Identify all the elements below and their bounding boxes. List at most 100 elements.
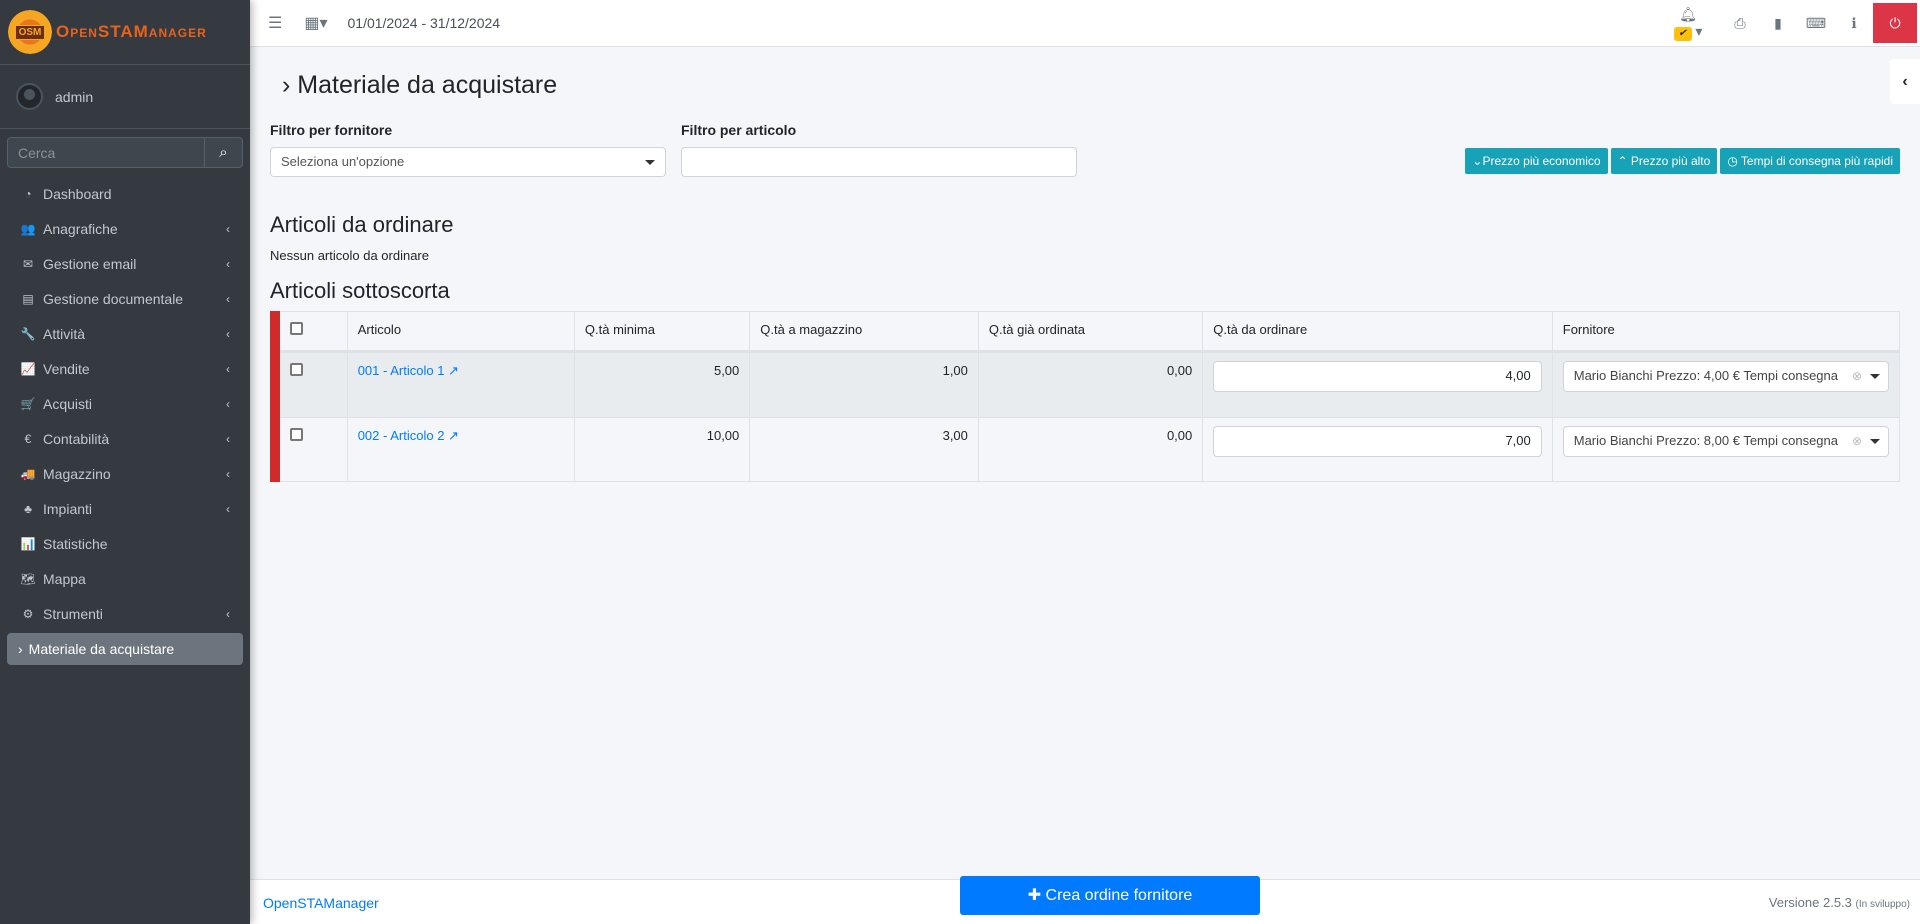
info-icon[interactable]: ℹ <box>1851 14 1857 31</box>
col-header: Q.tà minima <box>573 311 751 353</box>
print-icon[interactable]: ⎙ <box>1734 14 1746 31</box>
search-button[interactable]: ⌕ <box>204 138 242 167</box>
page-title: › Materiale da acquistare <box>282 71 558 99</box>
filter-supplier-select[interactable]: Seleziona un'opzione <box>270 147 666 177</box>
sidebar-item-dashboard[interactable]: ◔ Dashboard <box>0 176 250 211</box>
col-header: Q.tà già ordinata <box>977 311 1204 353</box>
keyboard-icon[interactable]: ⌨ <box>1805 14 1827 31</box>
filter-article-label: Filtro per articolo <box>681 122 797 138</box>
bell-icon[interactable]: 🔔︎ ✔ ▾ <box>1669 6 1707 41</box>
qty-to-order-input[interactable]: 4,00 <box>1213 361 1542 392</box>
bar-chart-icon: 📊 <box>20 536 36 551</box>
user-name: admin <box>55 88 94 105</box>
row-checkbox[interactable] <box>290 363 303 376</box>
sidebar-item-acquisti[interactable]: 🛒 Acquisti ‹ <box>20 395 230 412</box>
search-input[interactable] <box>8 138 204 167</box>
caret-down-icon <box>1870 439 1880 449</box>
clear-icon[interactable]: ⊗ <box>1851 369 1862 383</box>
check-badge-icon: ✔ <box>1673 26 1692 41</box>
under-stock-table: Articolo Q.tà minima Q.tà a magazzino Q.… <box>270 311 1901 482</box>
sidebar-item-gestione-documentale[interactable]: ▤ Gestione documentale ‹ <box>0 281 250 316</box>
puzzle-icon: ♣ <box>24 501 32 516</box>
file-icon: ▤ <box>22 291 34 306</box>
row-checkbox[interactable] <box>290 428 303 441</box>
sidebar-item-contabilit-[interactable]: € Contabilità ‹ <box>0 421 250 456</box>
sidebar-item-strumenti[interactable]: ⚙ Strumenti ‹ <box>0 596 250 631</box>
footer: OpenSTAManager ✚ Crea ordine fornitore V… <box>250 876 1920 924</box>
date-range[interactable]: 01/01/2024 - 31/12/2024 <box>347 15 501 31</box>
supplier-select[interactable]: Mario Bianchi Prezzo: 4,00 € Tempi conse… <box>1562 361 1889 392</box>
sidebar-search: ⌕ <box>7 137 243 168</box>
ordered-qty: 0,00 <box>977 351 1204 418</box>
no-items-text: Nessun articolo da ordinare <box>270 248 429 263</box>
min-qty: 5,00 <box>573 351 751 418</box>
chevron-left-icon: ‹ <box>226 326 230 341</box>
filter-article-input[interactable] <box>681 147 1077 177</box>
euro-icon: € <box>24 431 32 446</box>
truck-icon: 🚚 <box>20 466 36 481</box>
col-header: Articolo <box>346 311 575 353</box>
qty-to-order-input[interactable]: 7,00 <box>1213 426 1542 457</box>
section-to-order: Articoli da ordinare <box>270 212 454 237</box>
chevron-left-icon: ‹ <box>226 256 230 271</box>
footer-brand-link[interactable]: OpenSTAManager <box>263 895 379 911</box>
cheapest-price-button[interactable]: ⌄Prezzo più economico <box>1465 148 1608 174</box>
sidebar-menu: ◔ Dashboard 👥 Anagrafiche ‹ ✉ Gestione email ‹ ▤… <box>0 176 250 665</box>
article-link[interactable]: 001 - Articolo 1 ↗ <box>357 363 459 378</box>
chevron-left-icon: ‹ <box>226 431 230 446</box>
filter-supplier-label: Filtro per fornitore <box>270 122 393 138</box>
article-link[interactable]: 002 - Articolo 2 ↗ <box>357 428 459 443</box>
calendar-icon[interactable]: ▦▾ <box>304 15 328 32</box>
chevron-left-icon: ‹ <box>226 291 230 306</box>
sidebar-item-anagrafiche[interactable]: 👥 Anagrafiche ‹ <box>20 220 230 237</box>
search-icon: ⌕ <box>219 144 228 161</box>
create-supplier-order-button[interactable]: ✚ Crea ordine fornitore <box>960 876 1260 915</box>
highest-price-button[interactable]: ⌃ Prezzo più alto <box>1610 148 1718 174</box>
map-icon: 🗺 <box>20 571 36 586</box>
fastest-delivery-button[interactable]: ◷ Tempi di consegna più rapidi <box>1720 148 1900 174</box>
chevron-down-icon: ⌄ <box>1472 154 1483 168</box>
chevron-right-icon: › <box>18 641 23 657</box>
sidebar-item-impianti[interactable]: ♣ Impianti ‹ <box>0 491 250 526</box>
hamburger-icon[interactable]: ☰ <box>268 15 283 32</box>
brand-name: OpenSTAManager <box>56 22 207 41</box>
chevron-left-icon: ‹ <box>226 606 230 621</box>
chevron-left-icon: ‹ <box>226 361 230 376</box>
external-link-icon: ↗ <box>448 363 459 378</box>
external-link-icon: ↗ <box>448 428 459 443</box>
brand-logo[interactable]: OSM OpenSTAManager <box>0 0 250 65</box>
sidebar-item-magazzino[interactable]: 🚚 Magazzino ‹ <box>20 465 230 482</box>
main-content: › Materiale da acquistare Filtro per for… <box>250 47 1920 879</box>
dashboard-icon: ◔ <box>24 186 32 201</box>
sidebar-item-statistiche[interactable]: 📊 Statistiche <box>20 535 108 552</box>
power-icon[interactable]: ⏻ <box>1873 3 1917 43</box>
sidebar-item-mappa[interactable]: 🗺 Mappa <box>20 570 86 587</box>
plus-icon: ✚ <box>1027 887 1046 904</box>
cart-icon: 🛒 <box>20 396 36 411</box>
wrench-icon: 🔧 <box>20 326 36 341</box>
chevron-left-icon: ‹ <box>226 221 230 236</box>
clock-icon: ◷ <box>1727 154 1741 168</box>
supplier-select[interactable]: Mario Bianchi Prezzo: 8,00 € Tempi conse… <box>1562 426 1889 457</box>
ordered-qty: 0,00 <box>977 417 1204 482</box>
control-sidebar-toggle[interactable]: ‹ <box>1890 59 1920 104</box>
book-icon[interactable]: ▮ <box>1774 14 1782 31</box>
version-text: Versione 2.5.3 (In sviluppo) <box>1768 895 1910 910</box>
chevron-left-icon: ‹ <box>1902 73 1908 90</box>
chevron-left-icon: ‹ <box>226 466 230 481</box>
sidebar-item-attivit-[interactable]: 🔧 Attività ‹ <box>20 325 230 342</box>
clear-icon[interactable]: ⊗ <box>1851 434 1862 448</box>
table-row: 001 - Articolo 1 ↗ 5,00 1,00 0,00 4,00 M… <box>274 351 1901 418</box>
sidebar-item-gestione-email[interactable]: ✉ Gestione email ‹ <box>0 246 250 281</box>
sidebar-item-vendite[interactable]: 📈 Vendite ‹ <box>20 360 230 377</box>
select-all-checkbox[interactable] <box>290 322 303 335</box>
avatar <box>16 83 43 110</box>
chevron-up-icon: ⌃ <box>1617 154 1631 168</box>
chevron-left-icon: ‹ <box>226 396 230 411</box>
line-chart-icon: 📈 <box>20 361 36 376</box>
cog-icon: ⚙ <box>22 606 34 621</box>
col-header: Q.tà a magazzino <box>749 311 979 353</box>
sidebar-item-materiale-da-acquistare[interactable]: › Materiale da acquistare <box>7 633 243 665</box>
user-panel[interactable]: admin <box>0 65 250 129</box>
stock-qty: 3,00 <box>749 417 979 482</box>
